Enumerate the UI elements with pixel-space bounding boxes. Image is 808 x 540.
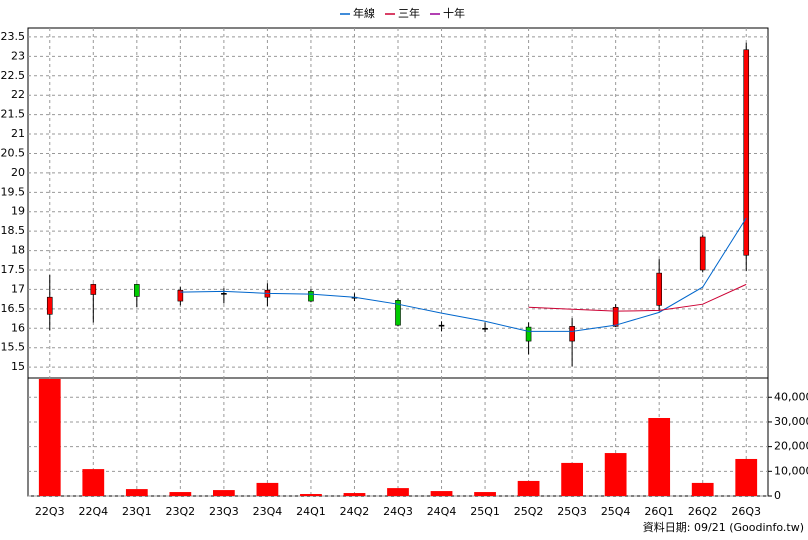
x-tick-label: 25Q1	[470, 505, 500, 518]
x-tick-label: 23Q3	[209, 505, 239, 518]
y-tick-label: 18	[11, 244, 25, 257]
y-tick-label: 22.5	[1, 69, 26, 82]
x-tick-label: 24Q3	[383, 505, 413, 518]
y-tick-label: 23	[11, 49, 25, 62]
y2-tick-label: 0	[774, 489, 781, 502]
y2-tick-label: 10,000	[774, 464, 808, 477]
ma-line	[528, 283, 747, 312]
legend-label: 十年	[443, 6, 465, 20]
volume-bar	[169, 492, 192, 496]
volume-bar	[691, 482, 714, 496]
y-tick-label: 15.5	[1, 341, 26, 354]
x-tick-label: 26Q2	[688, 505, 718, 518]
y-tick-label: 22	[11, 88, 25, 101]
y-tick-label: 20	[11, 166, 25, 179]
candle-body	[395, 300, 401, 326]
ma-line	[180, 217, 747, 332]
volume-bar	[213, 490, 235, 496]
footer: 資料日期: 09/21 (Goodinfo.tw)	[643, 520, 804, 534]
x-tick-label: 25Q2	[514, 505, 544, 518]
candle-body	[134, 284, 140, 297]
volume-bar	[256, 482, 279, 496]
y-tick-label: 21.5	[1, 108, 26, 121]
volume-bar	[300, 494, 322, 496]
y-tick-label: 21	[11, 127, 25, 140]
y-tick-label: 16.5	[1, 302, 26, 315]
candle-body	[46, 296, 53, 315]
x-tick-label: 26Q3	[731, 505, 761, 518]
candle-body	[569, 326, 575, 342]
candle-body	[743, 49, 750, 256]
x-tick-label: 26Q1	[644, 505, 674, 518]
y2-tick-label: 30,000	[774, 415, 808, 428]
y-tick-label: 17.5	[1, 263, 26, 276]
y-tick-label: 16	[11, 321, 25, 334]
x-tick-label: 24Q1	[296, 505, 326, 518]
volume-bar	[38, 378, 61, 496]
y-tick-label: 17	[11, 282, 25, 295]
x-tick-label: 25Q3	[557, 505, 587, 518]
candle-body	[308, 291, 314, 302]
y-tick-label: 15	[11, 360, 25, 373]
volume-bar	[604, 453, 627, 496]
volume-bar	[343, 493, 366, 496]
volume-bar	[735, 458, 758, 496]
volume-bar	[82, 469, 105, 496]
candle-body	[612, 307, 619, 327]
candle-body	[177, 289, 184, 302]
candle-body	[221, 293, 227, 295]
legend-label: 三年	[398, 6, 420, 20]
x-tick-label: 22Q3	[35, 505, 65, 518]
y2-tick-label: 40,000	[774, 390, 808, 403]
y-tick-label: 20.5	[1, 146, 26, 159]
y2-tick-label: 20,000	[774, 440, 808, 453]
volume-bar	[474, 492, 496, 496]
candle-body	[90, 284, 97, 295]
candle-body	[482, 327, 488, 330]
legend-label: 年線	[353, 6, 375, 20]
x-tick-label: 23Q1	[122, 505, 152, 518]
volume-bar	[561, 462, 583, 496]
y-tick-label: 18.5	[1, 224, 26, 237]
volume-bar	[430, 491, 453, 496]
y-tick-label: 23.5	[1, 30, 26, 43]
candle-body	[699, 236, 706, 271]
volume-bar	[517, 480, 540, 496]
candle-body	[656, 272, 662, 306]
candle-body	[438, 324, 445, 327]
candle-body	[525, 326, 532, 342]
volume-bar	[125, 489, 148, 496]
x-tick-label: 24Q2	[340, 505, 370, 518]
x-tick-label: 25Q4	[601, 505, 631, 518]
y-tick-label: 19	[11, 205, 25, 218]
x-tick-label: 23Q2	[166, 505, 196, 518]
x-tick-label: 24Q4	[427, 505, 457, 518]
y-tick-label: 19.5	[1, 185, 26, 198]
volume-bar	[648, 417, 671, 496]
volume-bar	[387, 488, 409, 496]
x-tick-label: 23Q4	[253, 505, 283, 518]
x-tick-label: 22Q4	[78, 505, 108, 518]
